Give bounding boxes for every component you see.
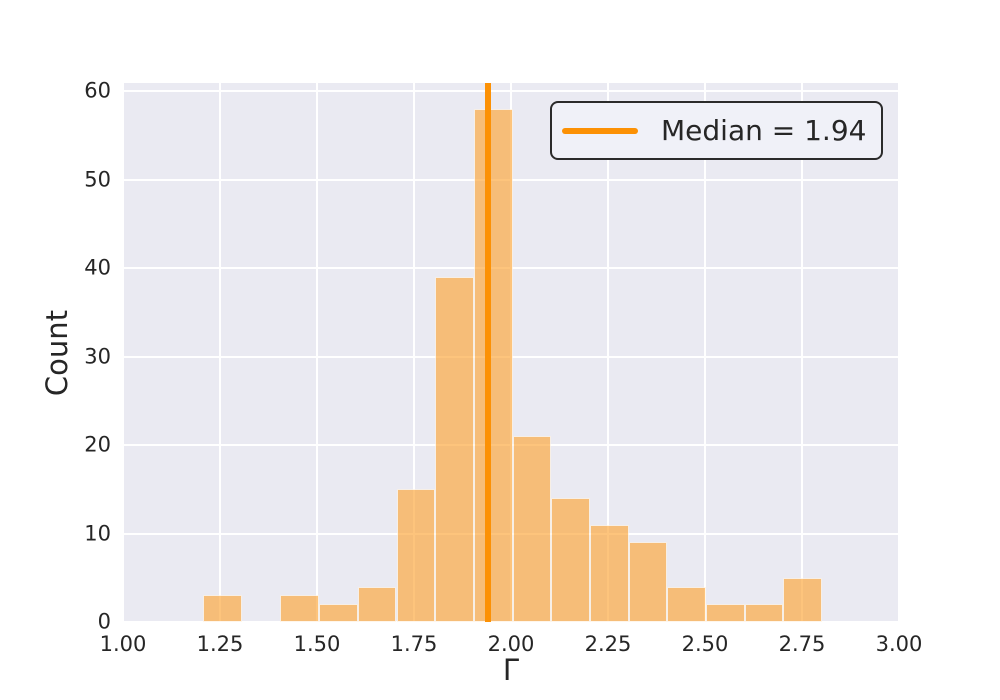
histogram-bar xyxy=(357,586,397,622)
x-gridline xyxy=(704,83,706,622)
x-tick-label: 3.00 xyxy=(875,632,923,656)
histogram-bar xyxy=(435,276,474,622)
y-tick-label: 40 xyxy=(84,255,111,280)
x-gridline xyxy=(413,83,415,622)
x-gridline xyxy=(607,83,609,622)
x-tick-label: 1.00 xyxy=(99,632,147,656)
y-tick-label: 10 xyxy=(84,520,111,545)
x-tick-label: 2.25 xyxy=(584,632,632,656)
histogram-bar xyxy=(744,604,784,622)
x-tick-label: 2.50 xyxy=(681,632,729,656)
histogram-bar xyxy=(628,542,667,622)
y-tick-label: 30 xyxy=(84,343,111,368)
y-tick-label: 50 xyxy=(84,166,111,191)
histogram-bar xyxy=(202,595,242,622)
y-tick-label: 0 xyxy=(97,609,111,634)
x-gridline xyxy=(316,83,318,622)
legend: Median = 1.94 xyxy=(550,101,883,160)
x-gridline xyxy=(898,83,900,622)
median-line xyxy=(484,83,491,622)
histogram-bar xyxy=(512,436,551,622)
histogram-bar xyxy=(318,604,358,622)
legend-label: Median = 1.94 xyxy=(661,114,867,147)
histogram-bar xyxy=(280,595,319,622)
x-axis-label: Γ xyxy=(502,653,520,687)
y-tick-label: 20 xyxy=(84,432,111,457)
x-gridline xyxy=(122,83,124,622)
x-tick-label: 2.75 xyxy=(778,632,826,656)
x-tick-label: 1.50 xyxy=(293,632,341,656)
plot-area: 0 10 20 30 40 50 60 1.00 1.25 1.50 1.75 2.00 2.25 2.5… xyxy=(84,79,922,656)
y-axis-label: Count xyxy=(40,309,74,397)
histogram-bar xyxy=(473,108,513,622)
x-tick-label: 1.25 xyxy=(196,632,244,656)
y-tick-label: 60 xyxy=(84,78,111,103)
histogram-bar xyxy=(667,586,706,622)
histogram-bar xyxy=(705,604,745,622)
y-gridline xyxy=(123,621,899,623)
x-gridline xyxy=(801,83,803,622)
histogram-bar xyxy=(551,498,590,622)
x-tick-label: 1.75 xyxy=(390,632,438,656)
histogram-bar xyxy=(589,524,629,622)
x-tick-label: 2.00 xyxy=(487,632,535,656)
x-gridline xyxy=(219,83,221,622)
legend-median-line-swatch xyxy=(562,127,638,134)
histogram-bar xyxy=(396,489,435,622)
histogram-bar xyxy=(783,577,822,622)
